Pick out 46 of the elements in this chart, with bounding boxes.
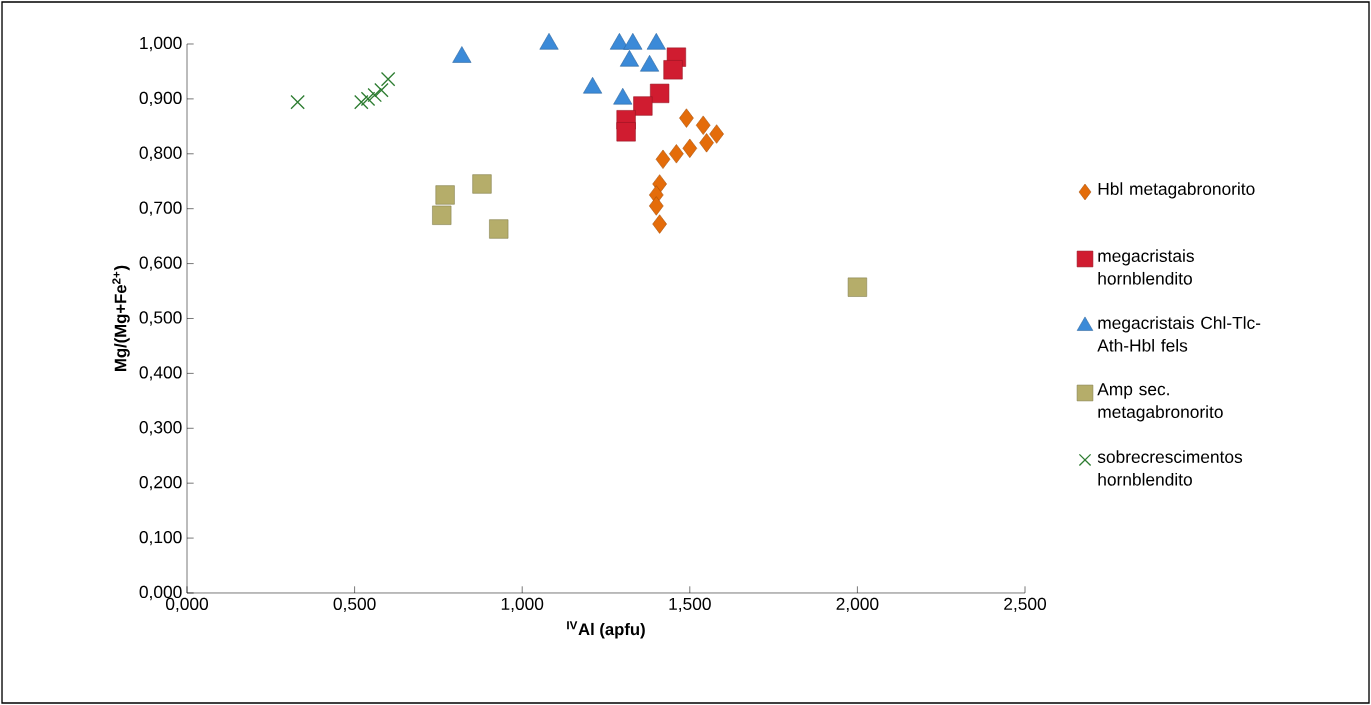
- point: [472, 174, 492, 194]
- point: [695, 115, 711, 135]
- legend-label: megacristais Chl-Tlc-Ath-Hbl fels: [1097, 316, 1261, 352]
- point: [847, 277, 868, 297]
- point: [435, 185, 455, 205]
- point: [650, 83, 670, 103]
- point: [633, 96, 653, 116]
- y-axis-title: Mg/(Mg+Fe$^{2+}$): [112, 265, 130, 371]
- legend-label: megacristais hornblendito: [1098, 249, 1194, 285]
- point: [374, 82, 389, 98]
- point: [432, 205, 452, 225]
- point: [679, 108, 694, 128]
- y-tick-label: 0,400: [139, 366, 182, 381]
- point: [616, 122, 636, 142]
- point: [489, 219, 509, 239]
- y-tick-label: 0,200: [139, 476, 182, 491]
- y-tick-label: 0,300: [139, 421, 182, 436]
- y-tick-label: 1,000: [140, 36, 182, 52]
- point: [380, 71, 396, 87]
- point: [649, 196, 664, 216]
- legend-label: Amp sec. metagabronorito: [1097, 383, 1223, 422]
- legend-label: sobrecrescimentos hornblendito: [1097, 450, 1243, 486]
- point: [699, 133, 714, 153]
- point: [709, 124, 724, 144]
- point: [367, 87, 382, 103]
- point: [354, 94, 369, 110]
- point: [663, 60, 683, 80]
- point: [669, 144, 684, 164]
- x-tick-label: 2,500: [1004, 597, 1047, 613]
- x-tick-label: 0,500: [333, 597, 376, 613]
- y-tick-label: 0,800: [139, 146, 182, 161]
- point: [652, 214, 667, 234]
- x-tick-label: 1,500: [669, 597, 711, 613]
- y-tick-label: 0,500: [139, 311, 182, 326]
- y-tick-label: 0,600: [139, 256, 182, 271]
- point: [682, 138, 698, 158]
- point: [360, 91, 376, 107]
- y-tick-label: 0,700: [139, 201, 182, 216]
- legend-label: Hbl metagabronorito: [1098, 182, 1255, 199]
- x-tick-label: 1,000: [501, 597, 544, 613]
- point: [655, 149, 671, 169]
- x-tick-label: 2,000: [836, 597, 879, 613]
- y-tick-label: 0,900: [139, 91, 182, 107]
- y-tick-label: 0,100: [139, 530, 182, 546]
- point: [290, 94, 305, 110]
- x-axis-title: $^{IV}$Al (apfu): [567, 621, 645, 639]
